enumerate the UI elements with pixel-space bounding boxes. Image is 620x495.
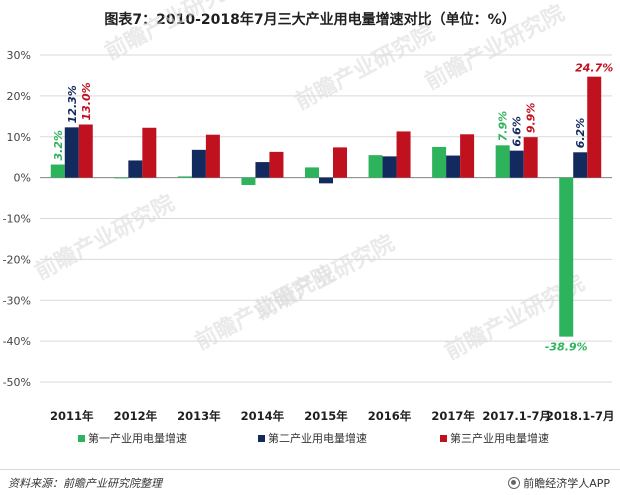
bar-series-3 (587, 76, 602, 178)
bar-series-3 (333, 147, 347, 178)
data-label: 6.2% (574, 118, 587, 149)
bar-series-2 (509, 150, 524, 178)
data-label: 13.0% (80, 82, 93, 120)
x-tick-label: 2012年 (114, 409, 158, 423)
data-label: 3.2% (52, 130, 65, 161)
data-label: 6.6% (511, 116, 524, 147)
y-tick-label: -10% (3, 213, 31, 226)
bar-series-2 (573, 152, 588, 178)
bar-series-1 (50, 164, 65, 178)
watermark-text: 前瞻产业研究院 (101, 0, 249, 65)
legend-swatch (78, 435, 85, 442)
bar-series-3 (460, 134, 475, 178)
bar-series-2 (191, 149, 206, 178)
brand-label: 前瞻经济学人APP (523, 477, 610, 490)
legend-swatch (258, 435, 265, 442)
bar-series-3 (523, 137, 538, 178)
y-tick-label: -40% (3, 335, 31, 348)
bar-series-2 (128, 160, 143, 178)
y-tick-label: 10% (7, 131, 31, 144)
data-label: -38.9% (545, 341, 588, 354)
bar-series-1 (305, 167, 319, 178)
chart-title: 图表7：2010-2018年7月三大产业用电量增速对比（单位：%） (104, 12, 516, 28)
bar-series-3 (142, 127, 157, 178)
footer: 资料来源：前瞻产业研究院整理 前瞻经济学人APP (0, 469, 620, 495)
legend-swatch (440, 435, 447, 442)
x-tick-label: 2017.1-7月 (482, 409, 551, 423)
bar-series-1 (241, 177, 256, 185)
bar-series-2 (64, 127, 79, 178)
legend-label: 第三产业用电量增速 (450, 431, 549, 445)
bar-series-2 (382, 156, 397, 178)
x-tick-label: 2014年 (241, 409, 285, 423)
y-tick-label: 30% (7, 49, 31, 62)
y-tick-label: -30% (3, 294, 31, 307)
brand-credit: 前瞻经济学人APP (508, 475, 610, 491)
data-label: 7.9% (497, 111, 510, 142)
source-note: 资料来源：前瞻产业研究院整理 (8, 477, 162, 490)
x-tick-label: 2016年 (368, 409, 412, 423)
brand-logo-icon (508, 477, 521, 489)
legend-label: 第一产业用电量增速 (88, 431, 187, 445)
bar-series-3 (78, 124, 93, 178)
bar-series-3 (396, 131, 411, 178)
bar-series-2 (255, 162, 270, 178)
y-tick-label: -50% (3, 376, 31, 389)
x-tick-label: 2018.1-7月 (546, 409, 615, 423)
bar-series-3 (205, 134, 220, 178)
x-tick-label: 2015年 (304, 409, 348, 423)
bar-series-1 (177, 176, 192, 178)
y-tick-label: -20% (3, 253, 31, 266)
y-tick-label: 20% (7, 90, 31, 103)
watermark-text: 前瞻产业研究院 (421, 0, 569, 95)
y-tick-label: 0% (14, 172, 31, 185)
x-tick-label: 2017年 (431, 409, 475, 423)
x-tick-label: 2011年 (50, 409, 94, 423)
bar-series-2 (319, 177, 333, 184)
watermark-text: 前瞻产业研究院 (31, 190, 179, 285)
bar-series-1 (368, 155, 383, 178)
data-label: 24.7% (575, 62, 613, 75)
bar-series-2 (446, 155, 461, 178)
bar-series-1 (495, 145, 510, 178)
watermark-text: 前瞻产业研究院 (291, 20, 439, 115)
bar-series-3 (269, 151, 284, 178)
x-tick-label: 2013年 (177, 409, 221, 423)
data-label: 9.9% (525, 103, 538, 134)
bar-series-1 (114, 177, 129, 179)
data-label: 12.3% (66, 85, 79, 123)
legend-label: 第二产业用电量增速 (268, 431, 367, 445)
bar-series-1 (432, 146, 447, 178)
bar-series-1 (559, 177, 574, 337)
